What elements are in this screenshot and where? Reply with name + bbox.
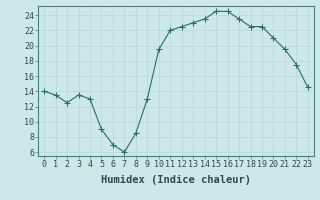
- X-axis label: Humidex (Indice chaleur): Humidex (Indice chaleur): [101, 175, 251, 185]
